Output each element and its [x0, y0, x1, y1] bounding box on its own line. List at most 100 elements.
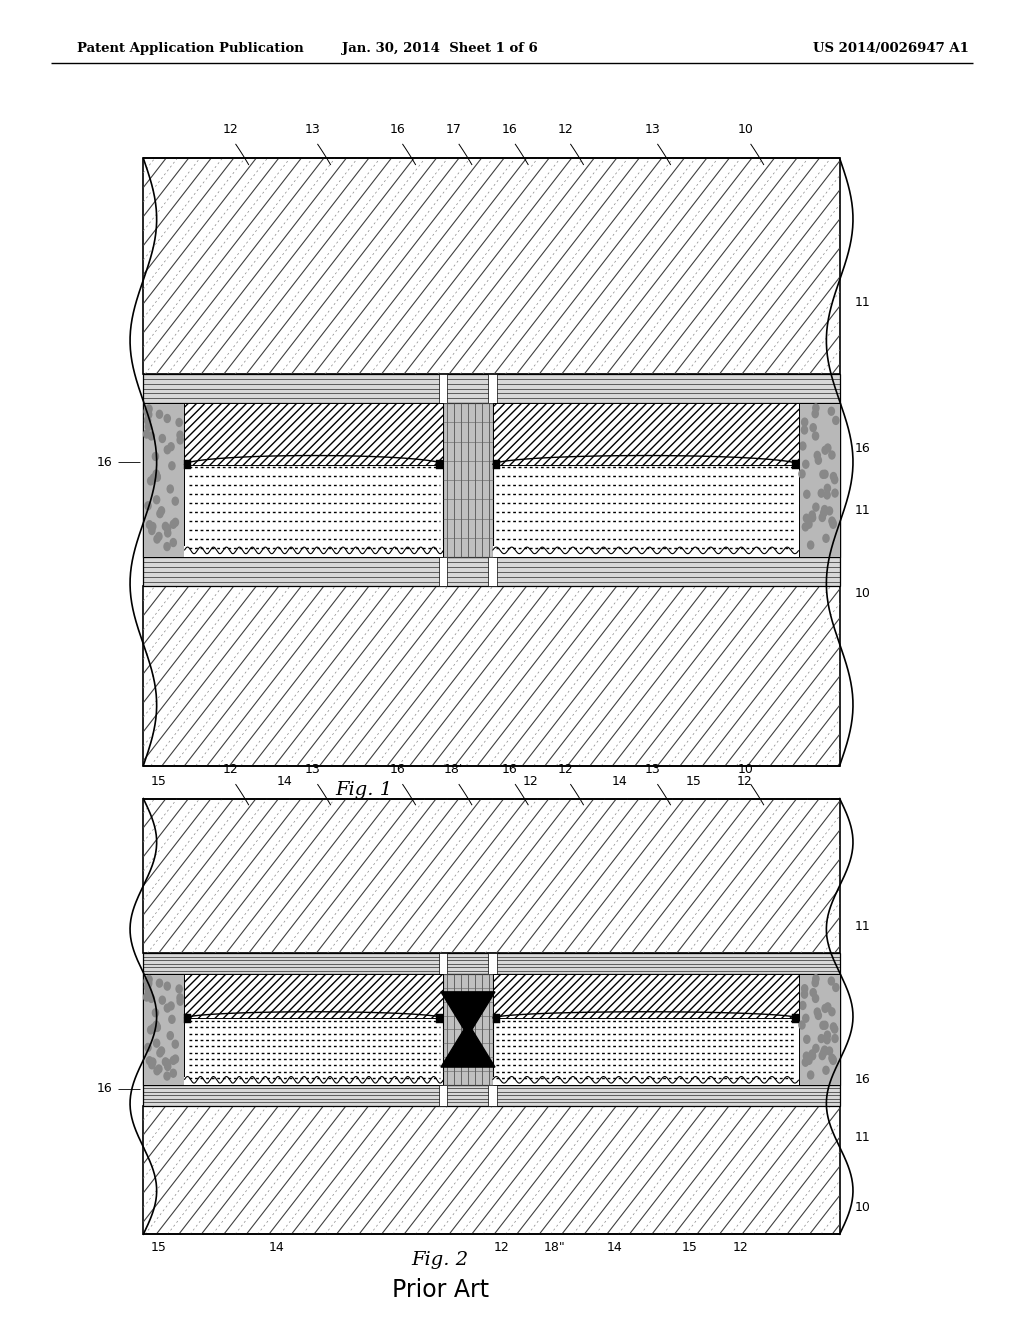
Circle shape — [163, 523, 169, 531]
Text: 12: 12 — [522, 775, 539, 788]
Text: 16: 16 — [855, 1073, 870, 1086]
Circle shape — [818, 1035, 824, 1043]
Circle shape — [154, 535, 160, 543]
Bar — [799, 974, 840, 1085]
Bar — [439, 953, 447, 974]
Circle shape — [822, 446, 828, 454]
Circle shape — [804, 1052, 810, 1060]
Circle shape — [828, 977, 835, 985]
Text: 18': 18' — [444, 763, 463, 776]
Circle shape — [820, 1048, 826, 1056]
Bar — [184, 1014, 191, 1023]
Circle shape — [830, 1023, 837, 1031]
Circle shape — [148, 432, 155, 440]
Circle shape — [831, 1035, 838, 1043]
Circle shape — [164, 446, 170, 454]
Circle shape — [147, 1026, 154, 1034]
Circle shape — [813, 974, 819, 982]
Bar — [439, 374, 447, 403]
Circle shape — [824, 444, 830, 451]
Circle shape — [144, 416, 151, 424]
Circle shape — [170, 1056, 176, 1064]
Circle shape — [824, 1036, 830, 1044]
Circle shape — [826, 507, 833, 515]
Text: 12: 12 — [736, 775, 753, 788]
Bar — [143, 403, 840, 557]
Text: 13: 13 — [644, 763, 660, 776]
Circle shape — [814, 451, 820, 459]
Circle shape — [802, 990, 808, 998]
Circle shape — [813, 404, 819, 412]
Circle shape — [167, 484, 173, 492]
Circle shape — [830, 1056, 837, 1064]
Circle shape — [822, 470, 828, 478]
Bar — [792, 461, 799, 470]
Circle shape — [157, 510, 163, 517]
Circle shape — [148, 1061, 155, 1069]
Circle shape — [802, 985, 808, 993]
Text: 14: 14 — [611, 775, 628, 788]
Bar — [143, 953, 840, 974]
Text: 18": 18" — [544, 1241, 566, 1254]
Circle shape — [169, 462, 175, 470]
Circle shape — [165, 529, 171, 537]
Text: 15: 15 — [151, 775, 167, 788]
Bar — [143, 1106, 840, 1234]
Bar — [436, 461, 443, 470]
Text: Patent Application Publication: Patent Application Publication — [77, 42, 303, 55]
Circle shape — [157, 411, 163, 418]
Text: 13: 13 — [304, 123, 321, 136]
Circle shape — [799, 470, 805, 478]
Bar — [143, 374, 840, 403]
Circle shape — [829, 1056, 836, 1064]
Circle shape — [147, 477, 154, 484]
Circle shape — [154, 1067, 160, 1074]
Circle shape — [154, 1022, 160, 1030]
Circle shape — [143, 430, 150, 438]
Circle shape — [819, 513, 825, 521]
Circle shape — [172, 519, 178, 527]
Circle shape — [819, 1052, 825, 1060]
Text: 16: 16 — [97, 455, 113, 469]
Circle shape — [154, 473, 160, 480]
Circle shape — [828, 1055, 835, 1063]
Bar — [143, 557, 840, 586]
Circle shape — [176, 985, 182, 993]
Bar — [488, 1085, 497, 1106]
Text: 12: 12 — [494, 1241, 510, 1254]
Circle shape — [813, 1044, 819, 1052]
Circle shape — [820, 470, 826, 478]
Bar — [493, 546, 799, 557]
Text: 11: 11 — [855, 920, 870, 933]
Circle shape — [155, 474, 161, 482]
Circle shape — [803, 1059, 809, 1067]
Circle shape — [828, 451, 835, 459]
Circle shape — [803, 461, 809, 469]
Circle shape — [164, 414, 170, 422]
Circle shape — [170, 1069, 176, 1077]
Bar — [488, 374, 497, 403]
Circle shape — [156, 532, 162, 540]
Bar — [143, 974, 184, 1085]
Circle shape — [169, 1015, 175, 1023]
Circle shape — [823, 535, 829, 543]
Circle shape — [831, 1026, 838, 1034]
Circle shape — [823, 1067, 829, 1074]
Circle shape — [806, 1056, 812, 1064]
Circle shape — [146, 405, 153, 413]
Text: 16: 16 — [502, 123, 518, 136]
Circle shape — [812, 979, 818, 987]
Circle shape — [145, 979, 152, 987]
Circle shape — [830, 520, 837, 528]
Bar — [488, 953, 497, 974]
Text: 10: 10 — [737, 123, 754, 136]
Circle shape — [809, 511, 815, 519]
Text: 15: 15 — [681, 1241, 697, 1254]
Circle shape — [159, 1047, 165, 1055]
Circle shape — [833, 417, 839, 425]
Circle shape — [160, 434, 166, 442]
Circle shape — [151, 474, 157, 482]
Bar — [184, 461, 191, 470]
Text: 16: 16 — [97, 1082, 113, 1096]
Circle shape — [146, 975, 153, 983]
